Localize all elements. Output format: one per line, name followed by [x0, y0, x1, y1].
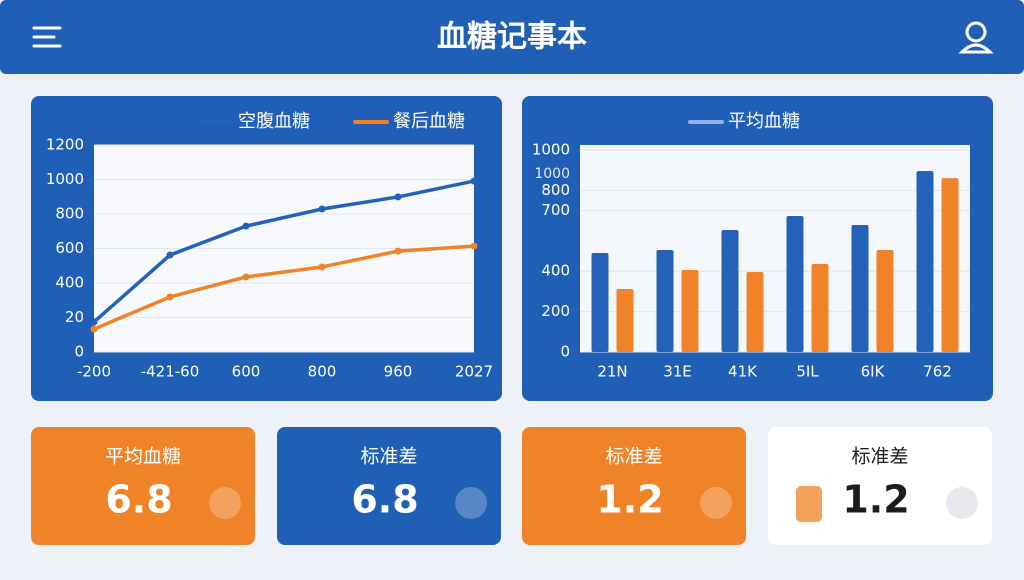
- bar: [941, 178, 959, 352]
- card-title: 标准差: [605, 446, 662, 468]
- bar: [721, 229, 739, 352]
- card-value: 6.8: [105, 478, 172, 522]
- x-tick-label: 6IK: [861, 363, 886, 381]
- x-tick-label: 2027: [455, 363, 493, 381]
- y-tick-label: 400: [541, 262, 570, 280]
- legend-label: 平均血糖: [728, 111, 800, 132]
- y-tick-label: 800: [55, 205, 84, 223]
- legend-label: 餐后血糖: [393, 111, 465, 132]
- y-tick-label: 1000: [534, 166, 570, 182]
- x-tick-label: 600: [232, 363, 261, 381]
- y-tick-label: 1000: [532, 141, 570, 159]
- line-series: [92, 179, 475, 324]
- card-value: 1.2: [596, 478, 663, 522]
- header-bar: [0, 0, 1024, 74]
- point: [394, 193, 402, 201]
- point: [242, 273, 250, 281]
- y-tick-label: 800: [541, 181, 570, 199]
- point: [242, 222, 250, 230]
- line-series: [93, 244, 475, 331]
- card-title: 标准差: [851, 446, 908, 468]
- bar: [591, 253, 609, 352]
- point: [90, 325, 98, 333]
- bar: [746, 272, 764, 352]
- stat-card: 标准差 1.2: [522, 427, 746, 545]
- stat-card: 标准差 6.8: [277, 427, 501, 545]
- card-icon: [796, 486, 822, 522]
- bar: [616, 288, 634, 352]
- menu-icon[interactable]: [32, 26, 62, 48]
- y-tick-label: 700: [541, 201, 570, 219]
- y-tick-label: 0: [560, 343, 570, 361]
- card-icon: [209, 487, 241, 519]
- card-title: 标准差: [360, 446, 417, 468]
- x-tick-label: -200: [77, 363, 111, 381]
- x-tick-label: 5IL: [796, 363, 819, 381]
- card-background: [522, 427, 746, 545]
- y-tick-label: 400: [55, 274, 84, 292]
- y-tick-label: 0: [74, 343, 84, 361]
- point: [318, 205, 326, 213]
- bar: [851, 224, 869, 352]
- point: [318, 263, 326, 271]
- card-icon: [700, 487, 732, 519]
- x-tick-label: 960: [384, 363, 413, 381]
- card-background: [768, 427, 992, 545]
- bar: [681, 269, 699, 352]
- bar: [656, 249, 674, 352]
- bar: [786, 216, 804, 352]
- card-value: 1.2: [842, 478, 909, 522]
- y-tick-label: 20: [65, 308, 84, 326]
- stat-card: 平均血糖 6.8: [31, 427, 255, 545]
- y-tick-label: 200: [541, 302, 570, 320]
- card-background: [277, 427, 501, 545]
- stat-card: 标准差 1.2: [768, 427, 992, 545]
- bar: [916, 171, 934, 352]
- x-tick-label: 41K: [728, 363, 758, 381]
- x-tick-label: 31E: [663, 363, 692, 381]
- point: [90, 318, 98, 326]
- point: [166, 293, 174, 301]
- x-tick-label: 762: [923, 363, 952, 381]
- user-icon[interactable]: [958, 21, 994, 54]
- y-tick-label: 1200: [46, 136, 84, 154]
- card-icon: [946, 487, 978, 519]
- plot-area: [580, 145, 970, 352]
- bar: [811, 263, 829, 352]
- point: [470, 242, 478, 250]
- x-tick-label: 21N: [597, 363, 627, 381]
- point: [394, 247, 402, 255]
- card-title: 平均血糖: [105, 446, 181, 468]
- card-value: 6.8: [351, 478, 418, 522]
- y-tick-label: 600: [55, 239, 84, 257]
- x-tick-label: -421-60: [141, 363, 200, 381]
- bar: [876, 249, 894, 352]
- y-tick-label: 1000: [46, 170, 84, 188]
- point: [470, 177, 478, 185]
- card-background: [31, 427, 255, 545]
- legend-label: 空腹血糖: [238, 111, 310, 132]
- point: [166, 251, 174, 259]
- x-tick-label: 800: [308, 363, 337, 381]
- app-title: 血糖记事本: [437, 20, 587, 55]
- card-icon: [455, 487, 487, 519]
